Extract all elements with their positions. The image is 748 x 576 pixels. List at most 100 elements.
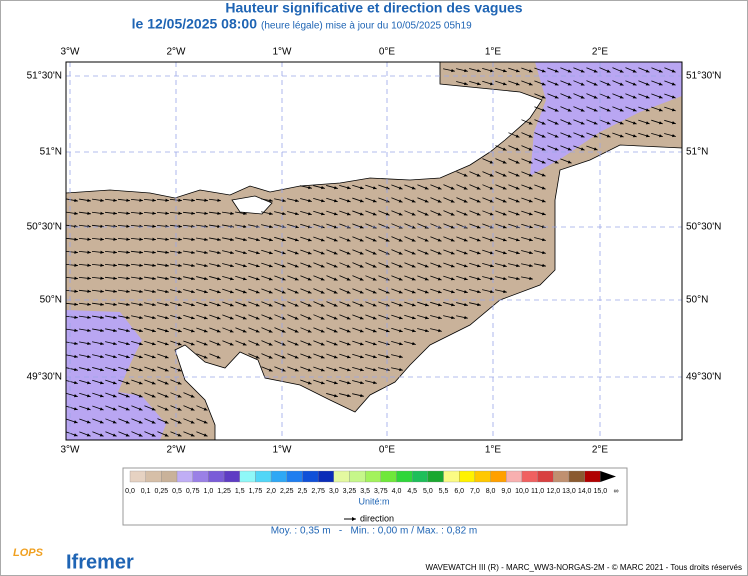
arrow-head bbox=[255, 290, 260, 294]
arrow-head bbox=[152, 211, 156, 215]
arrow-head bbox=[476, 238, 481, 242]
arrow-head bbox=[580, 147, 585, 151]
wave-arrow bbox=[91, 250, 105, 254]
wave-arrow bbox=[66, 263, 79, 267]
arrow-head bbox=[359, 316, 364, 320]
wave-arrow bbox=[261, 340, 273, 346]
legend-swatch bbox=[129, 470, 146, 483]
arrow-head bbox=[269, 211, 273, 216]
wave-arrow bbox=[404, 210, 416, 216]
wave-arrow bbox=[664, 133, 676, 138]
wave-arrow bbox=[222, 314, 234, 320]
arrow-head bbox=[74, 315, 78, 319]
wave-arrow bbox=[196, 289, 208, 294]
wave-arrow bbox=[508, 145, 520, 151]
arrow-head bbox=[190, 342, 195, 346]
wave-arrow bbox=[143, 250, 157, 254]
arrow-head bbox=[229, 329, 234, 333]
legend-label: 0,5 bbox=[172, 488, 182, 495]
wave-arrow bbox=[105, 379, 117, 385]
arrow-head bbox=[125, 433, 130, 437]
arrow-head bbox=[450, 303, 455, 307]
arrow-head bbox=[515, 186, 520, 190]
arrow-head bbox=[567, 108, 572, 112]
arrow-head bbox=[87, 198, 91, 202]
arrow-head bbox=[372, 316, 377, 320]
arrow-head bbox=[411, 238, 416, 242]
arrow-head bbox=[528, 199, 533, 203]
arrow-head bbox=[294, 303, 299, 307]
arrow-head bbox=[333, 316, 338, 320]
wave-arrow bbox=[547, 80, 559, 86]
wave-arrow bbox=[482, 171, 494, 177]
wave-arrow bbox=[313, 198, 325, 203]
arrow-head bbox=[164, 420, 169, 424]
legend-label: 0,1 bbox=[141, 488, 151, 495]
wave-arrow bbox=[78, 263, 92, 267]
arrow-head bbox=[217, 264, 221, 268]
arrow-head bbox=[619, 121, 624, 125]
wave-arrow bbox=[469, 223, 481, 229]
wave-arrow bbox=[651, 106, 663, 112]
arrow-head bbox=[178, 276, 182, 281]
arrow-head bbox=[333, 381, 338, 385]
wave-arrow bbox=[482, 262, 494, 268]
arrow-head bbox=[502, 69, 507, 73]
legend-swatch bbox=[553, 470, 570, 483]
arrow-head bbox=[268, 368, 273, 372]
arrow-head bbox=[216, 355, 221, 359]
map-frame bbox=[65, 61, 683, 441]
wave-arrow bbox=[131, 302, 143, 307]
wave-arrow bbox=[365, 353, 377, 359]
wave-arrow bbox=[274, 249, 286, 255]
arrow-head bbox=[126, 302, 130, 306]
arrow-head bbox=[333, 225, 338, 229]
wave-arrow bbox=[456, 289, 468, 294]
legend-swatch bbox=[270, 470, 287, 483]
arrow-head bbox=[463, 238, 468, 242]
arrow-head bbox=[100, 224, 104, 228]
wave-arrow bbox=[222, 301, 234, 307]
wave-arrow bbox=[235, 288, 247, 294]
legend-label: 4,5 bbox=[407, 488, 417, 495]
arrow-head bbox=[165, 289, 169, 294]
arrow-head bbox=[307, 342, 312, 346]
arrow-head bbox=[151, 420, 156, 424]
wave-arrow bbox=[339, 366, 351, 372]
wave-arrow bbox=[131, 353, 143, 359]
arrow-head bbox=[87, 211, 91, 215]
legend-swatch bbox=[145, 470, 162, 483]
arrow-head bbox=[294, 277, 299, 281]
wave-arrow bbox=[130, 237, 144, 241]
wave-arrow bbox=[105, 354, 117, 359]
wave-arrow bbox=[170, 379, 182, 385]
arrow-head bbox=[437, 212, 442, 216]
wave-arrow bbox=[365, 288, 377, 294]
wave-arrow bbox=[352, 288, 364, 294]
wave-arrow bbox=[130, 211, 144, 215]
wave-arrow bbox=[170, 418, 182, 424]
legend-swatch bbox=[506, 470, 523, 483]
arrow-head bbox=[593, 95, 598, 99]
wave-arrow bbox=[261, 198, 273, 203]
wave-arrow bbox=[261, 211, 273, 216]
wave-arrow bbox=[287, 223, 299, 229]
wave-arrow bbox=[560, 158, 572, 164]
arrow-head bbox=[593, 121, 598, 125]
arrow-head bbox=[437, 290, 442, 294]
arrow-head bbox=[242, 342, 247, 346]
arrow-head bbox=[424, 238, 429, 242]
legend-label: 15,0 bbox=[594, 488, 608, 495]
arrow-head bbox=[476, 277, 481, 281]
arrow-head bbox=[554, 95, 559, 99]
wave-arrow bbox=[495, 197, 507, 203]
arrow-head bbox=[515, 134, 520, 138]
legend-label: 8,0 bbox=[486, 488, 496, 495]
wave-arrow bbox=[300, 198, 312, 203]
wave-arrow bbox=[235, 224, 247, 229]
wave-arrow bbox=[274, 301, 286, 307]
arrow-head bbox=[113, 328, 117, 333]
wave-arrow bbox=[573, 93, 585, 99]
arrow-head bbox=[541, 147, 546, 151]
arrow-head bbox=[606, 82, 611, 86]
